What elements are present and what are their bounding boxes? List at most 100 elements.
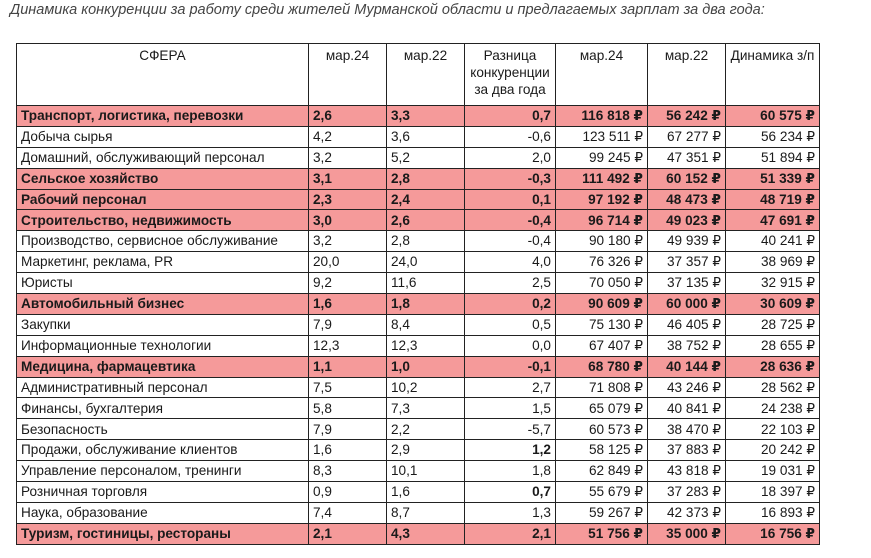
cell-competition-2022: 3,3 [386, 105, 465, 127]
cell-competition-diff: 1,8 [464, 460, 556, 483]
cell-salary-dynamics: 18 397 ₽ [725, 481, 820, 503]
cell-competition-diff: 0,5 [464, 313, 556, 336]
table-row: Медицина, фармацевтика 1,1 1,0 -0,1 68 780 ₽… [16, 355, 820, 378]
header-salary-dynamics: Динамика з/п [725, 43, 820, 106]
cell-salary-2022: 46 405 ₽ [647, 313, 726, 336]
cell-salary-2024: 99 245 ₽ [555, 146, 648, 169]
table-row: Продажи, обслуживание клиентов 1,6 2,9 1,2 5… [16, 439, 820, 462]
table-row: Закупки 7,9 8,4 0,5 75 130 ₽46 405 ₽28 725 ₽ [16, 313, 820, 336]
cell-competition-diff: 0,0 [464, 334, 556, 357]
cell-competition-2022: 11,6 [386, 272, 465, 295]
cell-salary-2024: 60 573 ₽ [555, 418, 648, 441]
cell-competition-2022: 12,3 [386, 334, 465, 357]
cell-salary-2022: 47 351 ₽ [647, 146, 726, 169]
table-row: Финансы, бухгалтерия 5,8 7,3 1,5 65 079 ₽40 … [16, 397, 820, 420]
cell-salary-2022: 40 841 ₽ [647, 397, 726, 420]
cell-competition-diff: 0,7 [464, 105, 556, 127]
cell-salary-2022: 37 883 ₽ [647, 439, 726, 462]
cell-competition-2022: 1,0 [386, 355, 465, 378]
cell-salary-2024: 76 326 ₽ [555, 251, 648, 274]
cell-salary-2022: 56 242 ₽ [647, 105, 726, 127]
cell-competition-2022: 2,8 [386, 167, 465, 190]
cell-sphere: Туризм, гостиницы, рестораны [16, 522, 309, 545]
cell-competition-diff: -0,4 [464, 209, 556, 232]
cell-sphere: Юристы [16, 272, 309, 295]
cell-competition-diff: 1,2 [464, 439, 556, 462]
cell-salary-dynamics: 47 691 ₽ [725, 209, 820, 232]
cell-salary-dynamics: 38 969 ₽ [725, 251, 820, 274]
table-row: Административный персонал 7,5 10,2 2,7 71 80… [16, 376, 820, 399]
table-row: Информационные технологии 12,3 12,3 0,0 67 4… [16, 334, 820, 357]
cell-salary-dynamics: 32 915 ₽ [725, 272, 820, 295]
cell-salary-dynamics: 48 719 ₽ [725, 188, 820, 211]
cell-salary-dynamics: 24 238 ₽ [725, 397, 820, 420]
cell-competition-2024: 3,0 [308, 209, 387, 232]
cell-competition-2022: 5,2 [386, 146, 465, 169]
cell-competition-2022: 3,6 [386, 125, 465, 148]
table-row: Управление персоналом, тренинги 8,3 10,1 1,… [16, 460, 820, 483]
cell-salary-2022: 37 357 ₽ [647, 251, 726, 274]
table-row: Юристы 9,2 11,6 2,5 70 050 ₽37 135 ₽32 915 ₽ [16, 272, 820, 295]
cell-competition-2024: 7,4 [308, 501, 387, 524]
cell-competition-diff: -0,3 [464, 167, 556, 190]
cell-sphere: Сельское хозяйство [16, 167, 309, 190]
cell-competition-diff: -5,7 [464, 418, 556, 441]
cell-competition-diff: 2,7 [464, 376, 556, 399]
header-competition-diff: Разница конкуренции за два года [464, 43, 556, 106]
cell-competition-2024: 1,6 [308, 293, 387, 315]
cell-competition-2024: 7,9 [308, 418, 387, 441]
cell-competition-2024: 3,2 [308, 230, 387, 253]
cell-salary-2022: 48 473 ₽ [647, 188, 726, 211]
cell-salary-2022: 67 277 ₽ [647, 125, 726, 148]
cell-salary-dynamics: 16 893 ₽ [725, 501, 820, 524]
cell-competition-diff: 2,5 [464, 272, 556, 295]
cell-salary-2022: 38 752 ₽ [647, 334, 726, 357]
competition-salary-table: СФЕРА мар.24 мар.22 Разница конкуренции … [16, 43, 820, 545]
cell-salary-2022: 43 818 ₽ [647, 460, 726, 483]
cell-competition-2024: 2,6 [308, 105, 387, 127]
cell-sphere: Административный персонал [16, 376, 309, 399]
table-row: Производство, сервисное обслуживание 3,2 2… [16, 230, 820, 253]
table-row: Строительство, недвижимость 3,0 2,6 -0,4 96 … [16, 209, 820, 232]
cell-competition-2024: 2,1 [308, 522, 387, 545]
cell-sphere: Финансы, бухгалтерия [16, 397, 309, 420]
cell-salary-dynamics: 16 756 ₽ [725, 522, 820, 545]
table-row: Рабочий персонал 2,3 2,4 0,1 97 192 ₽48 473 … [16, 188, 820, 211]
cell-sphere: Добыча сырья [16, 125, 309, 148]
cell-competition-diff: -0,6 [464, 125, 556, 148]
cell-salary-2022: 49 939 ₽ [647, 230, 726, 253]
cell-salary-2022: 37 135 ₽ [647, 272, 726, 295]
cell-competition-2024: 4,2 [308, 125, 387, 148]
cell-competition-2022: 1,6 [386, 481, 465, 503]
cell-salary-2022: 43 246 ₽ [647, 376, 726, 399]
cell-salary-2022: 35 000 ₽ [647, 522, 726, 545]
cell-salary-2024: 55 679 ₽ [555, 481, 648, 503]
cell-salary-2022: 42 373 ₽ [647, 501, 726, 524]
cell-sphere: Безопасность [16, 418, 309, 441]
cell-salary-dynamics: 22 103 ₽ [725, 418, 820, 441]
cell-salary-dynamics: 30 609 ₽ [725, 293, 820, 315]
table-row: Безопасность 7,9 2,2 -5,7 60 573 ₽38 470 ₽22… [16, 418, 820, 441]
cell-competition-2022: 10,2 [386, 376, 465, 399]
cell-competition-diff: 0,2 [464, 293, 556, 315]
cell-salary-2022: 38 470 ₽ [647, 418, 726, 441]
cell-competition-diff: 4,0 [464, 251, 556, 274]
header-competition-2024: мар.24 [308, 43, 387, 106]
cell-sphere: Информационные технологии [16, 334, 309, 357]
cell-competition-2022: 2,8 [386, 230, 465, 253]
cell-competition-2024: 5,8 [308, 397, 387, 420]
cell-competition-diff: 0,1 [464, 188, 556, 211]
cell-salary-dynamics: 28 725 ₽ [725, 313, 820, 336]
cell-competition-2022: 1,8 [386, 293, 465, 315]
cell-salary-dynamics: 28 655 ₽ [725, 334, 820, 357]
cell-salary-dynamics: 56 234 ₽ [725, 125, 820, 148]
cell-sphere: Автомобильный бизнес [16, 293, 309, 315]
cell-competition-2024: 1,1 [308, 355, 387, 378]
cell-salary-2024: 67 407 ₽ [555, 334, 648, 357]
cell-salary-2024: 58 125 ₽ [555, 439, 648, 462]
cell-sphere: Рабочий персонал [16, 188, 309, 211]
cell-salary-2024: 111 492 ₽ [555, 167, 648, 190]
header-row: СФЕРА мар.24 мар.22 Разница конкуренции … [16, 43, 820, 106]
cell-salary-dynamics: 51 894 ₽ [725, 146, 820, 169]
cell-salary-dynamics: 51 339 ₽ [725, 167, 820, 190]
